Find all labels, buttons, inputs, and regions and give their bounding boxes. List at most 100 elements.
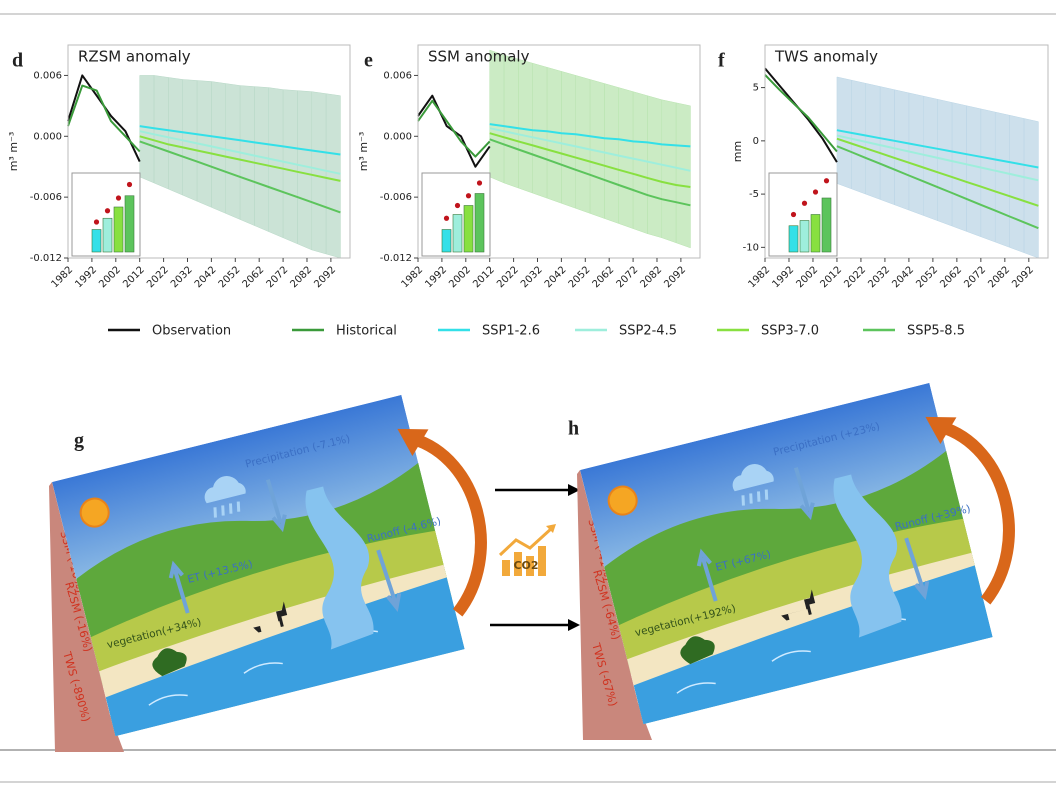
sun: [79, 497, 110, 528]
inset-marker: [790, 211, 797, 218]
diagram: SSM (-10%)RZSM (-16%)TWS (-890%)gPrecipi…: [49, 394, 487, 752]
wave: [148, 694, 188, 706]
uncertainty-band: [561, 71, 576, 209]
inset-bar: [799, 220, 810, 253]
plot-frame: [417, 44, 701, 259]
x-tick-label: 2092: [662, 264, 688, 290]
uncertainty-band: [268, 87, 284, 239]
inset-marker: [823, 178, 830, 184]
inset-bar: [788, 225, 799, 253]
inset-marker: [812, 189, 819, 195]
x-tick-label: 2082: [638, 264, 664, 290]
series-line: [764, 74, 838, 153]
series-line: [836, 137, 1039, 207]
chart: 0.0060.000-0.006-0.012198219922002201220…: [357, 44, 701, 290]
uncertainty-band: [546, 66, 562, 204]
inset-marker: [126, 181, 133, 188]
river: [833, 474, 902, 638]
legend-label: SSP3-7.0: [761, 324, 819, 339]
x-tick-label: 2082: [288, 264, 314, 290]
flux-arrow: [168, 560, 190, 614]
uncertainty-band: [994, 111, 1010, 248]
cliff: [577, 470, 652, 740]
chart: 50-5-10198219922002201220222032204220522…: [718, 44, 1049, 290]
y-tick-label: 0.006: [383, 70, 412, 81]
y-tick-label: -5: [749, 189, 759, 200]
panel-label: e: [364, 50, 373, 72]
x-tick-label: 2052: [567, 264, 593, 290]
x-tick-label: 2022: [145, 264, 171, 290]
x-tick-label: 2032: [519, 264, 545, 290]
x-tick-label: 1992: [770, 264, 796, 290]
uncertainty-band: [647, 95, 663, 239]
series-line: [67, 74, 141, 163]
x-tick-label: 2042: [193, 264, 219, 290]
y-tick-label: 5: [753, 83, 759, 94]
x-tick-label: 2022: [842, 264, 868, 290]
x-tick-label: 2062: [938, 264, 964, 290]
y-axis-label: m³ m⁻³: [7, 132, 20, 172]
landscape: Precipitation (+23%)ET (+67%)Runoff (+39…: [580, 382, 1015, 725]
uncertainty-band: [937, 99, 953, 227]
x-tick-label: 2072: [615, 264, 641, 290]
series-line: [489, 138, 691, 207]
y-tick-label: -0.006: [30, 192, 62, 203]
x-tick-label: 2092: [1010, 264, 1036, 290]
inset-bar: [474, 193, 485, 253]
uncertainty-band: [503, 54, 519, 189]
vegetation-icon: [152, 648, 187, 677]
x-tick-label: 2002: [794, 264, 820, 290]
flux-arrow: [696, 548, 718, 602]
cloud: [732, 464, 774, 492]
chart-title: SSM anomaly: [428, 48, 530, 66]
uncertainty-band: [951, 102, 967, 232]
x-tick-label: 1992: [73, 264, 99, 290]
x-tick-label: 2062: [591, 264, 617, 290]
rain: [741, 489, 769, 506]
wave: [676, 682, 716, 694]
inset-bar: [452, 214, 463, 253]
series-line: [139, 125, 341, 156]
uncertainty-band: [518, 58, 533, 194]
inset-marker: [104, 208, 111, 214]
series-line: [489, 132, 691, 188]
y-tick-label: 0.000: [33, 131, 62, 142]
y-tick-label: -0.006: [380, 192, 412, 203]
inset-marker: [476, 180, 483, 186]
series-line: [67, 84, 141, 153]
inset-marker: [801, 200, 808, 206]
legend-label: SSP5-8.5: [907, 324, 965, 339]
inset-bar: [441, 229, 452, 253]
inset-bar: [463, 205, 474, 253]
x-tick-label: 2032: [866, 264, 892, 290]
uncertainty-band: [139, 75, 155, 184]
x-tick-label: 2042: [890, 264, 916, 290]
inset-bar: [821, 197, 832, 253]
uncertainty-band: [297, 90, 313, 251]
process-arrows: [490, 484, 580, 631]
series-line: [139, 140, 341, 214]
x-tick-label: 1982: [49, 264, 75, 290]
uncertainty-band: [168, 77, 183, 196]
series-line: [139, 130, 341, 175]
flux-arrow: [904, 537, 930, 600]
inset-bar: [91, 229, 102, 253]
wave: [243, 662, 283, 674]
inset-marker: [465, 193, 472, 199]
uncertainty-band: [153, 75, 169, 190]
legend-label: SSP2-4.5: [619, 324, 677, 339]
co2-label: CO2: [513, 559, 538, 572]
animal-icon: [253, 601, 288, 633]
co2-icon: CO2: [498, 524, 556, 576]
x-tick-label: 1992: [423, 264, 449, 290]
inset-marker: [115, 195, 122, 201]
y-axis-label: m³ m⁻³: [357, 132, 370, 172]
series-line: [417, 99, 491, 158]
inset-bar: [124, 195, 135, 253]
y-tick-label: -0.012: [380, 253, 412, 264]
inset-marker: [454, 202, 461, 209]
flux-arrow: [376, 549, 402, 612]
cloud: [204, 476, 246, 504]
y-tick-label: 0: [753, 136, 759, 147]
